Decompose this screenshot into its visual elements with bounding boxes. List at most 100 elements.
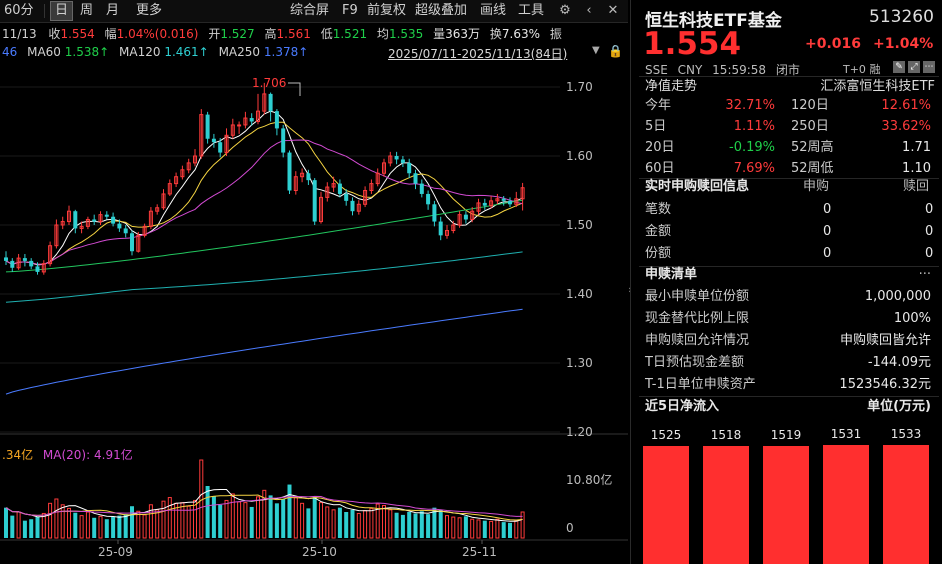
candle <box>325 182 330 202</box>
candle <box>293 171 298 195</box>
settings-icon[interactable]: ⚙ <box>559 3 571 18</box>
volume-bar <box>205 486 210 538</box>
change-label: 幅 <box>104 27 117 41</box>
volume-bar <box>457 517 462 539</box>
price-tick-label: 1.20 <box>566 425 593 439</box>
volume-bar <box>224 499 229 539</box>
list-row: 现金替代比例上限 100% <box>645 308 935 330</box>
stat-value: 32.71% <box>725 98 775 113</box>
trade-tags: T+0 融 <box>843 61 880 77</box>
stat-label: 250日 <box>791 119 829 134</box>
subs-buy-value: 0 <box>823 246 832 261</box>
volume-bar <box>432 507 437 538</box>
candle <box>161 189 166 210</box>
lock-icon[interactable]: 🔒 <box>608 44 623 58</box>
volume-bar <box>73 512 78 538</box>
candle <box>211 133 216 148</box>
volume-value: 363万 <box>445 27 481 41</box>
tab-month[interactable]: 月 <box>106 3 120 18</box>
candle <box>98 211 103 225</box>
tab-week[interactable]: 周 <box>80 3 94 18</box>
inflow-value-label: 1531 <box>830 427 862 442</box>
candle <box>451 220 456 234</box>
close-icon[interactable]: ✕ <box>607 3 619 18</box>
candle <box>312 178 317 225</box>
candle <box>426 190 431 210</box>
date-range[interactable]: 2025/07/11-2025/11/13(84日) <box>388 47 568 61</box>
more-icon[interactable]: ⋯ <box>923 61 935 73</box>
currency: CNY <box>677 63 703 77</box>
volume-bar <box>60 504 65 539</box>
candle <box>306 169 311 185</box>
volume-bar <box>167 497 172 539</box>
candle <box>331 176 336 192</box>
candle <box>230 118 235 139</box>
chevron-left-icon[interactable]: ‹ <box>586 3 592 18</box>
tools-button[interactable]: 工具 <box>518 3 545 18</box>
candle <box>419 179 424 198</box>
list-more-button[interactable]: ··· <box>918 267 931 282</box>
subs-header: 实时申购赎回信息 <box>645 179 750 194</box>
candle <box>400 156 405 168</box>
composite-screen-button[interactable]: 综合屏 <box>290 3 330 18</box>
tab-more[interactable]: 更多 <box>136 3 163 18</box>
volume-bar <box>451 516 456 539</box>
market-status: 闭市 <box>775 63 800 77</box>
volume-tick-label: 0 <box>566 521 574 535</box>
volume-bar <box>463 516 468 538</box>
tab-day[interactable]: 日 <box>50 1 74 21</box>
list-row-value: -144.09元 <box>867 355 931 370</box>
open-label: 开 <box>208 27 221 41</box>
inflow-unit: 单位(万元) <box>867 399 931 414</box>
volume-bar <box>312 496 317 538</box>
list-row-value: 申购赎回皆允许 <box>839 333 931 348</box>
candle <box>501 196 506 206</box>
price-tick-label: 1.70 <box>566 80 593 94</box>
candle <box>199 109 204 159</box>
f9-button[interactable]: F9 <box>342 3 358 18</box>
list-header: 申赎清单 <box>645 267 698 282</box>
high-value: 1.561 <box>276 27 311 41</box>
volume-bar <box>249 506 254 538</box>
volume-bar <box>300 502 305 539</box>
range-dropdown-icon[interactable]: ▼ <box>592 45 600 56</box>
expand-icon[interactable]: ⤢ <box>908 61 920 73</box>
nav-label[interactable]: 净值走势 <box>645 79 698 94</box>
volume-bar <box>388 509 393 539</box>
candle <box>104 211 109 220</box>
edit-icon[interactable]: ✎ <box>893 61 905 73</box>
period-selector[interactable]: 60分 <box>4 3 34 18</box>
candle <box>281 124 286 158</box>
draw-line-button[interactable]: 画线 <box>480 3 507 18</box>
stat-label: 52周低 <box>791 161 834 176</box>
volume-bar <box>148 504 153 539</box>
candle <box>16 253 21 270</box>
candle <box>85 216 90 230</box>
volume-bar <box>482 520 487 538</box>
chart-grid <box>0 86 628 541</box>
candle <box>92 214 97 225</box>
candle <box>382 158 386 177</box>
inflow-header: 近5日净流入 <box>645 399 720 414</box>
list-row: T-1日单位申赎资产 1523546.32元 <box>645 374 935 396</box>
candle <box>394 151 399 165</box>
stats-row: 60日 7.69% 52周低 1.10 <box>645 158 935 180</box>
volume-bar <box>438 509 443 538</box>
super-overlay-button[interactable]: 超级叠加 <box>415 3 468 18</box>
volume-bar <box>85 511 90 539</box>
volume-bar <box>382 505 386 539</box>
volume-bar <box>262 489 267 539</box>
date-tick-label: 25-10 <box>302 545 337 559</box>
candle <box>407 158 412 179</box>
open-value: 1.527 <box>220 27 255 41</box>
candle <box>356 200 361 215</box>
volume-bar <box>356 512 361 539</box>
candle <box>167 179 172 197</box>
candle <box>388 151 393 167</box>
ohlc-info-line: 11/13 收1.554 幅1.04%(0.016) 开1.527 高1.561… <box>2 25 562 42</box>
volume-bar <box>136 510 141 539</box>
forward-adjust-button[interactable]: 前复权 <box>367 3 407 18</box>
fund-issuer: 汇添富恒生科技ETF <box>820 79 935 94</box>
ma60-line <box>5 199 523 273</box>
